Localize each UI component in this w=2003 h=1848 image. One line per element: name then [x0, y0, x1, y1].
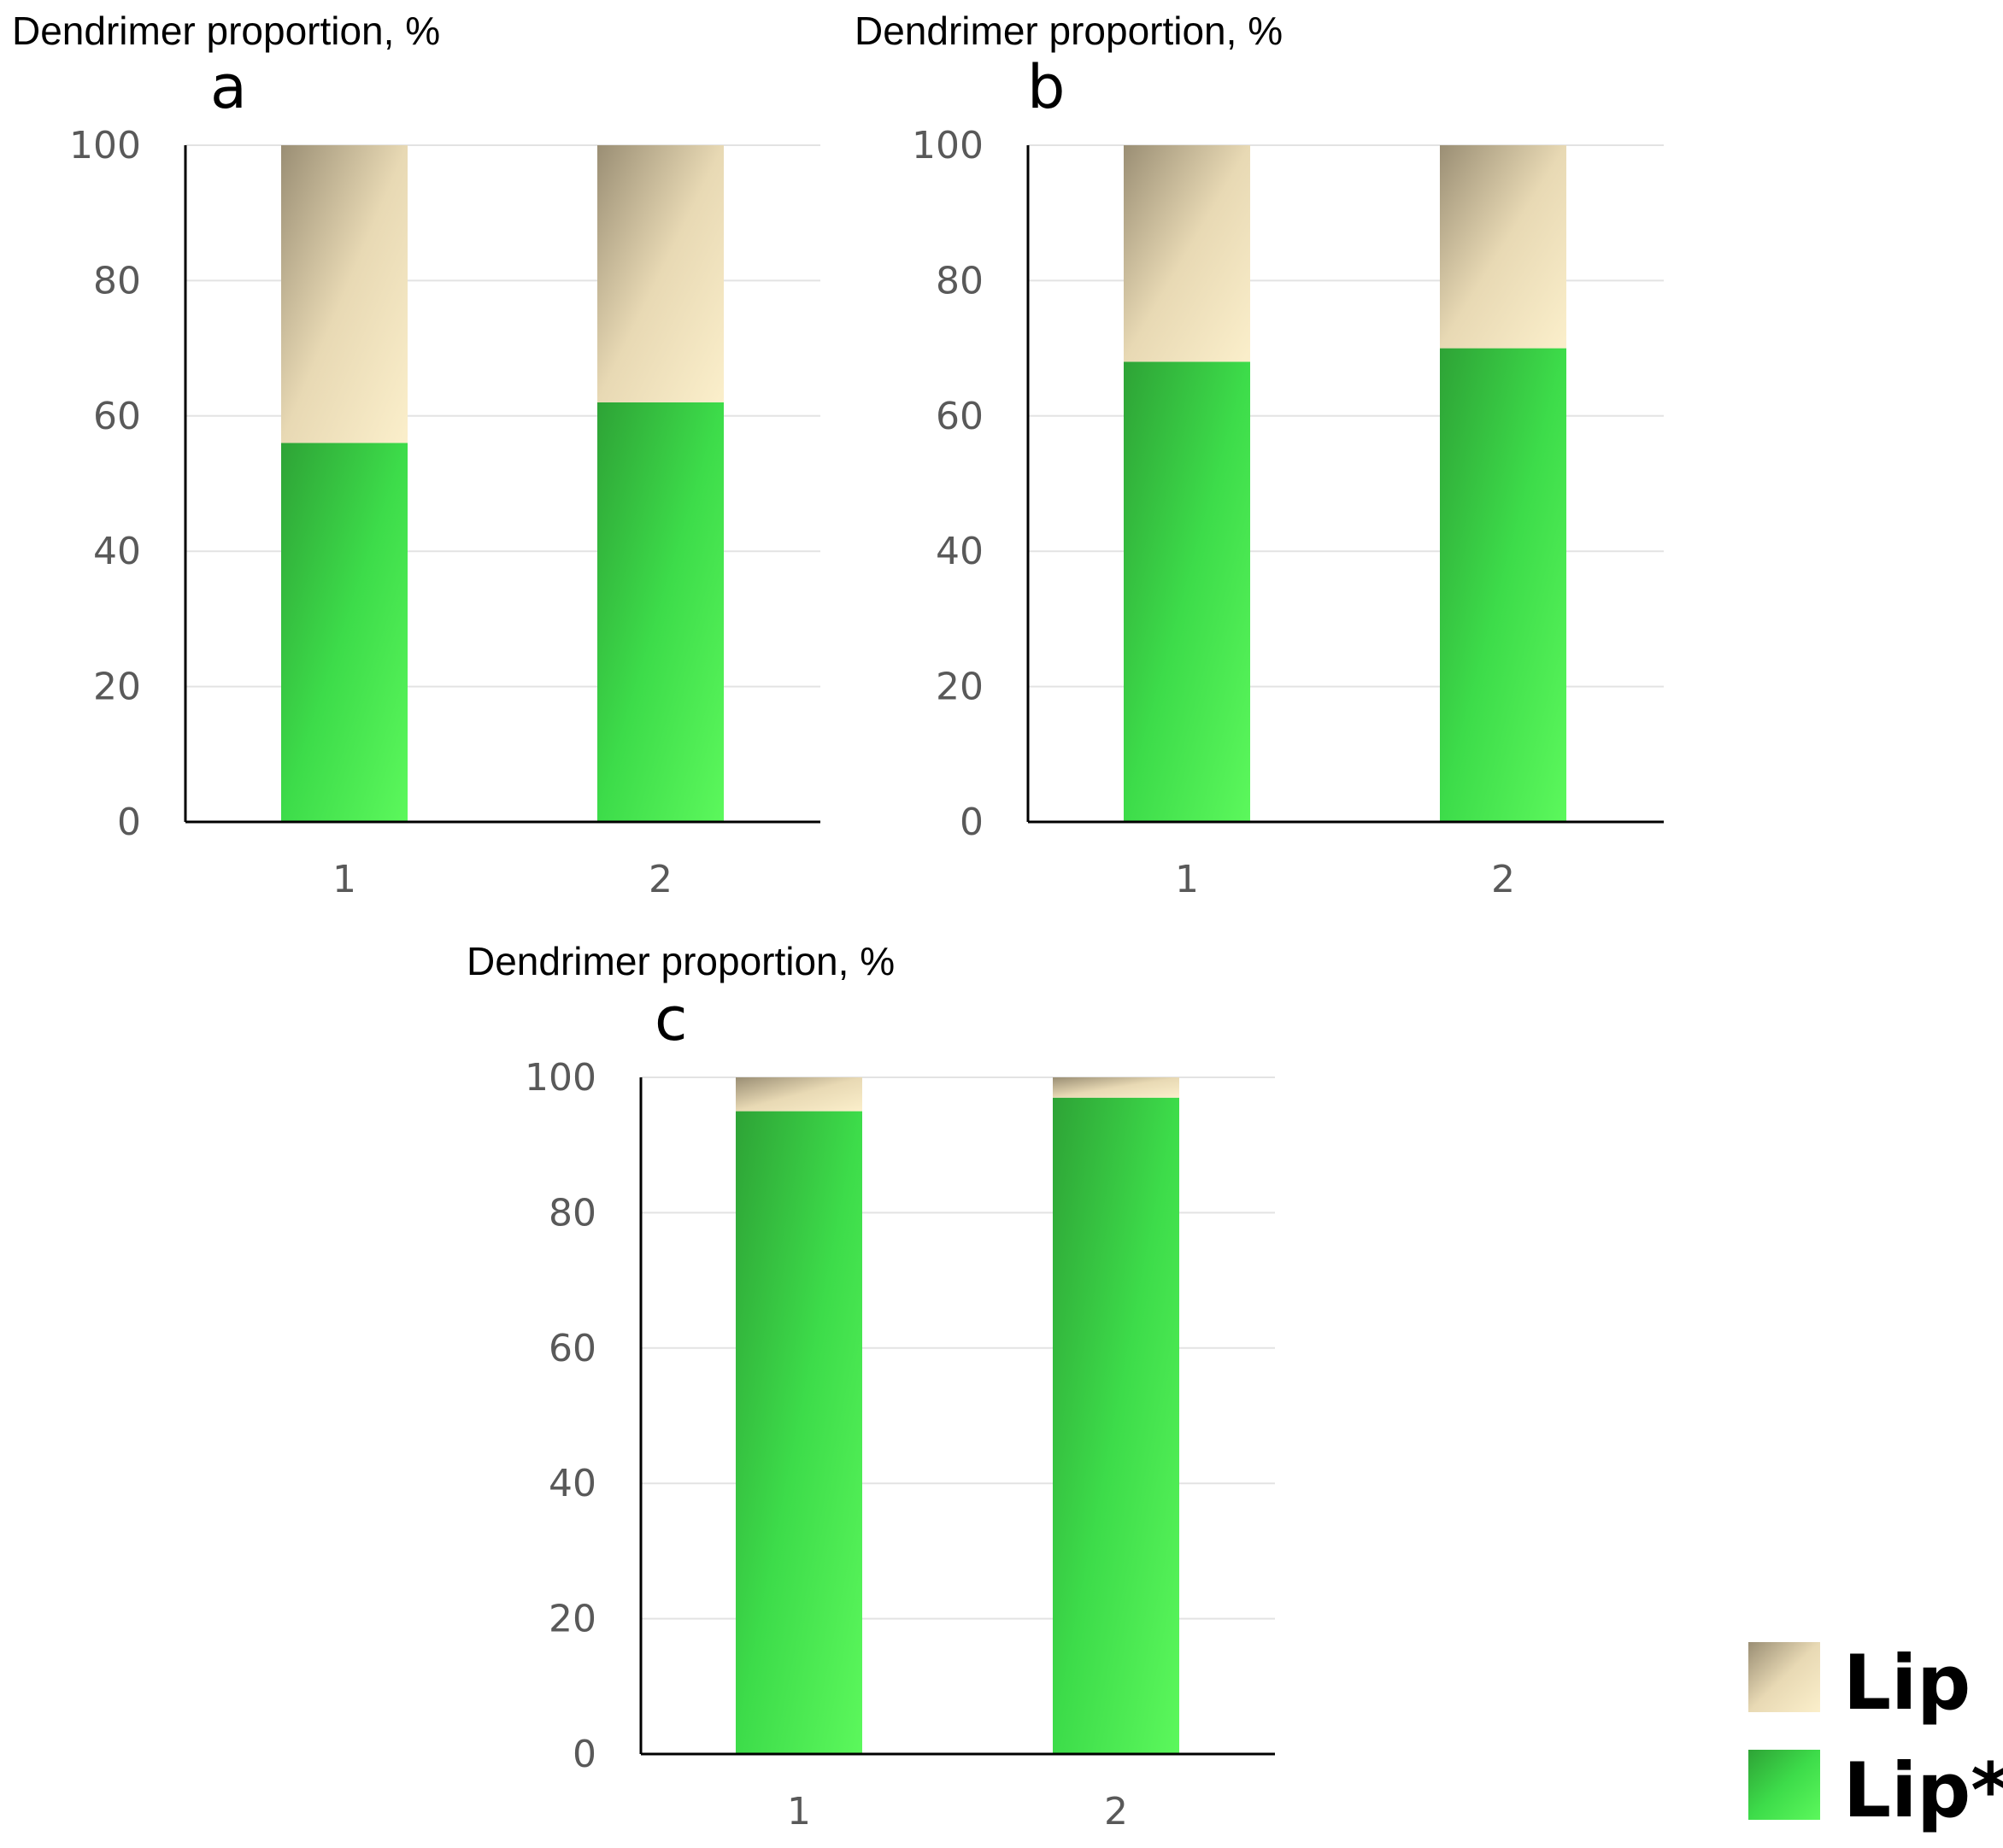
- chart-panel-a: Dendrimer proportion, %a 0 20 40 60 80 100 1 2: [12, 9, 820, 901]
- bar-lip-2: [597, 145, 724, 402]
- y-tick-label: 0: [573, 1733, 596, 1776]
- y-tick-label: 20: [936, 666, 984, 709]
- x-tick-label: 2: [649, 858, 673, 901]
- y-axis-title: Dendrimer proportion, %: [12, 9, 440, 53]
- bar-lip-star-2: [597, 402, 724, 822]
- y-tick-label: 80: [549, 1191, 596, 1235]
- y-tick-label: 80: [936, 259, 984, 302]
- chart-panel-b: Dendrimer proportion, %b 0 20 40 60 80 100 1 2: [855, 9, 1664, 901]
- y-tick-label: 40: [936, 530, 984, 573]
- chart-panel-c: Dendrimer proportion, %c 0 20 40 60 80 100 1 2: [467, 939, 1275, 1833]
- y-tick-label: 0: [117, 801, 141, 844]
- y-tick-label: 40: [549, 1462, 596, 1505]
- bar-lip-1: [1124, 145, 1250, 362]
- x-tick-label: 2: [1491, 858, 1515, 901]
- y-tick-label: 20: [549, 1598, 596, 1641]
- bar-lip-1: [736, 1077, 862, 1112]
- legend-swatch-lip-star: [1748, 1750, 1820, 1820]
- panel-letter: a: [210, 52, 247, 122]
- bar-lip-star-1: [1124, 361, 1250, 822]
- y-tick-label: 40: [93, 530, 141, 573]
- bar-lip-1: [281, 145, 408, 443]
- legend: Lip Lip*: [1748, 1639, 2003, 1834]
- x-tick-label: 1: [1175, 858, 1199, 901]
- y-tick-label: 100: [69, 124, 141, 167]
- legend-label: Lip: [1843, 1639, 1971, 1727]
- bar-lip-star-1: [736, 1111, 862, 1754]
- x-tick-label: 1: [787, 1790, 811, 1833]
- panel-letter: c: [655, 984, 688, 1054]
- y-tick-label: 60: [936, 395, 984, 438]
- panel-letter: b: [1027, 52, 1065, 122]
- y-axis-title: Dendrimer proportion, %: [855, 9, 1283, 53]
- bar-lip-2: [1440, 145, 1566, 349]
- y-axis-title: Dendrimer proportion, %: [467, 939, 895, 983]
- bar-lip-star-2: [1053, 1097, 1179, 1754]
- y-tick-label: 100: [912, 124, 984, 167]
- bar-lip-star-2: [1440, 348, 1566, 823]
- bar-lip-star-1: [281, 443, 408, 822]
- x-tick-label: 1: [332, 858, 356, 901]
- y-tick-label: 60: [93, 395, 141, 438]
- legend-label: Lip*: [1843, 1746, 2003, 1834]
- x-tick-label: 2: [1104, 1790, 1128, 1833]
- y-tick-label: 0: [960, 801, 984, 844]
- y-tick-label: 60: [549, 1327, 596, 1370]
- y-tick-label: 100: [525, 1056, 596, 1100]
- y-tick-label: 80: [93, 259, 141, 302]
- legend-swatch-lip: [1748, 1642, 1820, 1712]
- bar-lip-2: [1053, 1077, 1179, 1098]
- y-tick-label: 20: [93, 666, 141, 709]
